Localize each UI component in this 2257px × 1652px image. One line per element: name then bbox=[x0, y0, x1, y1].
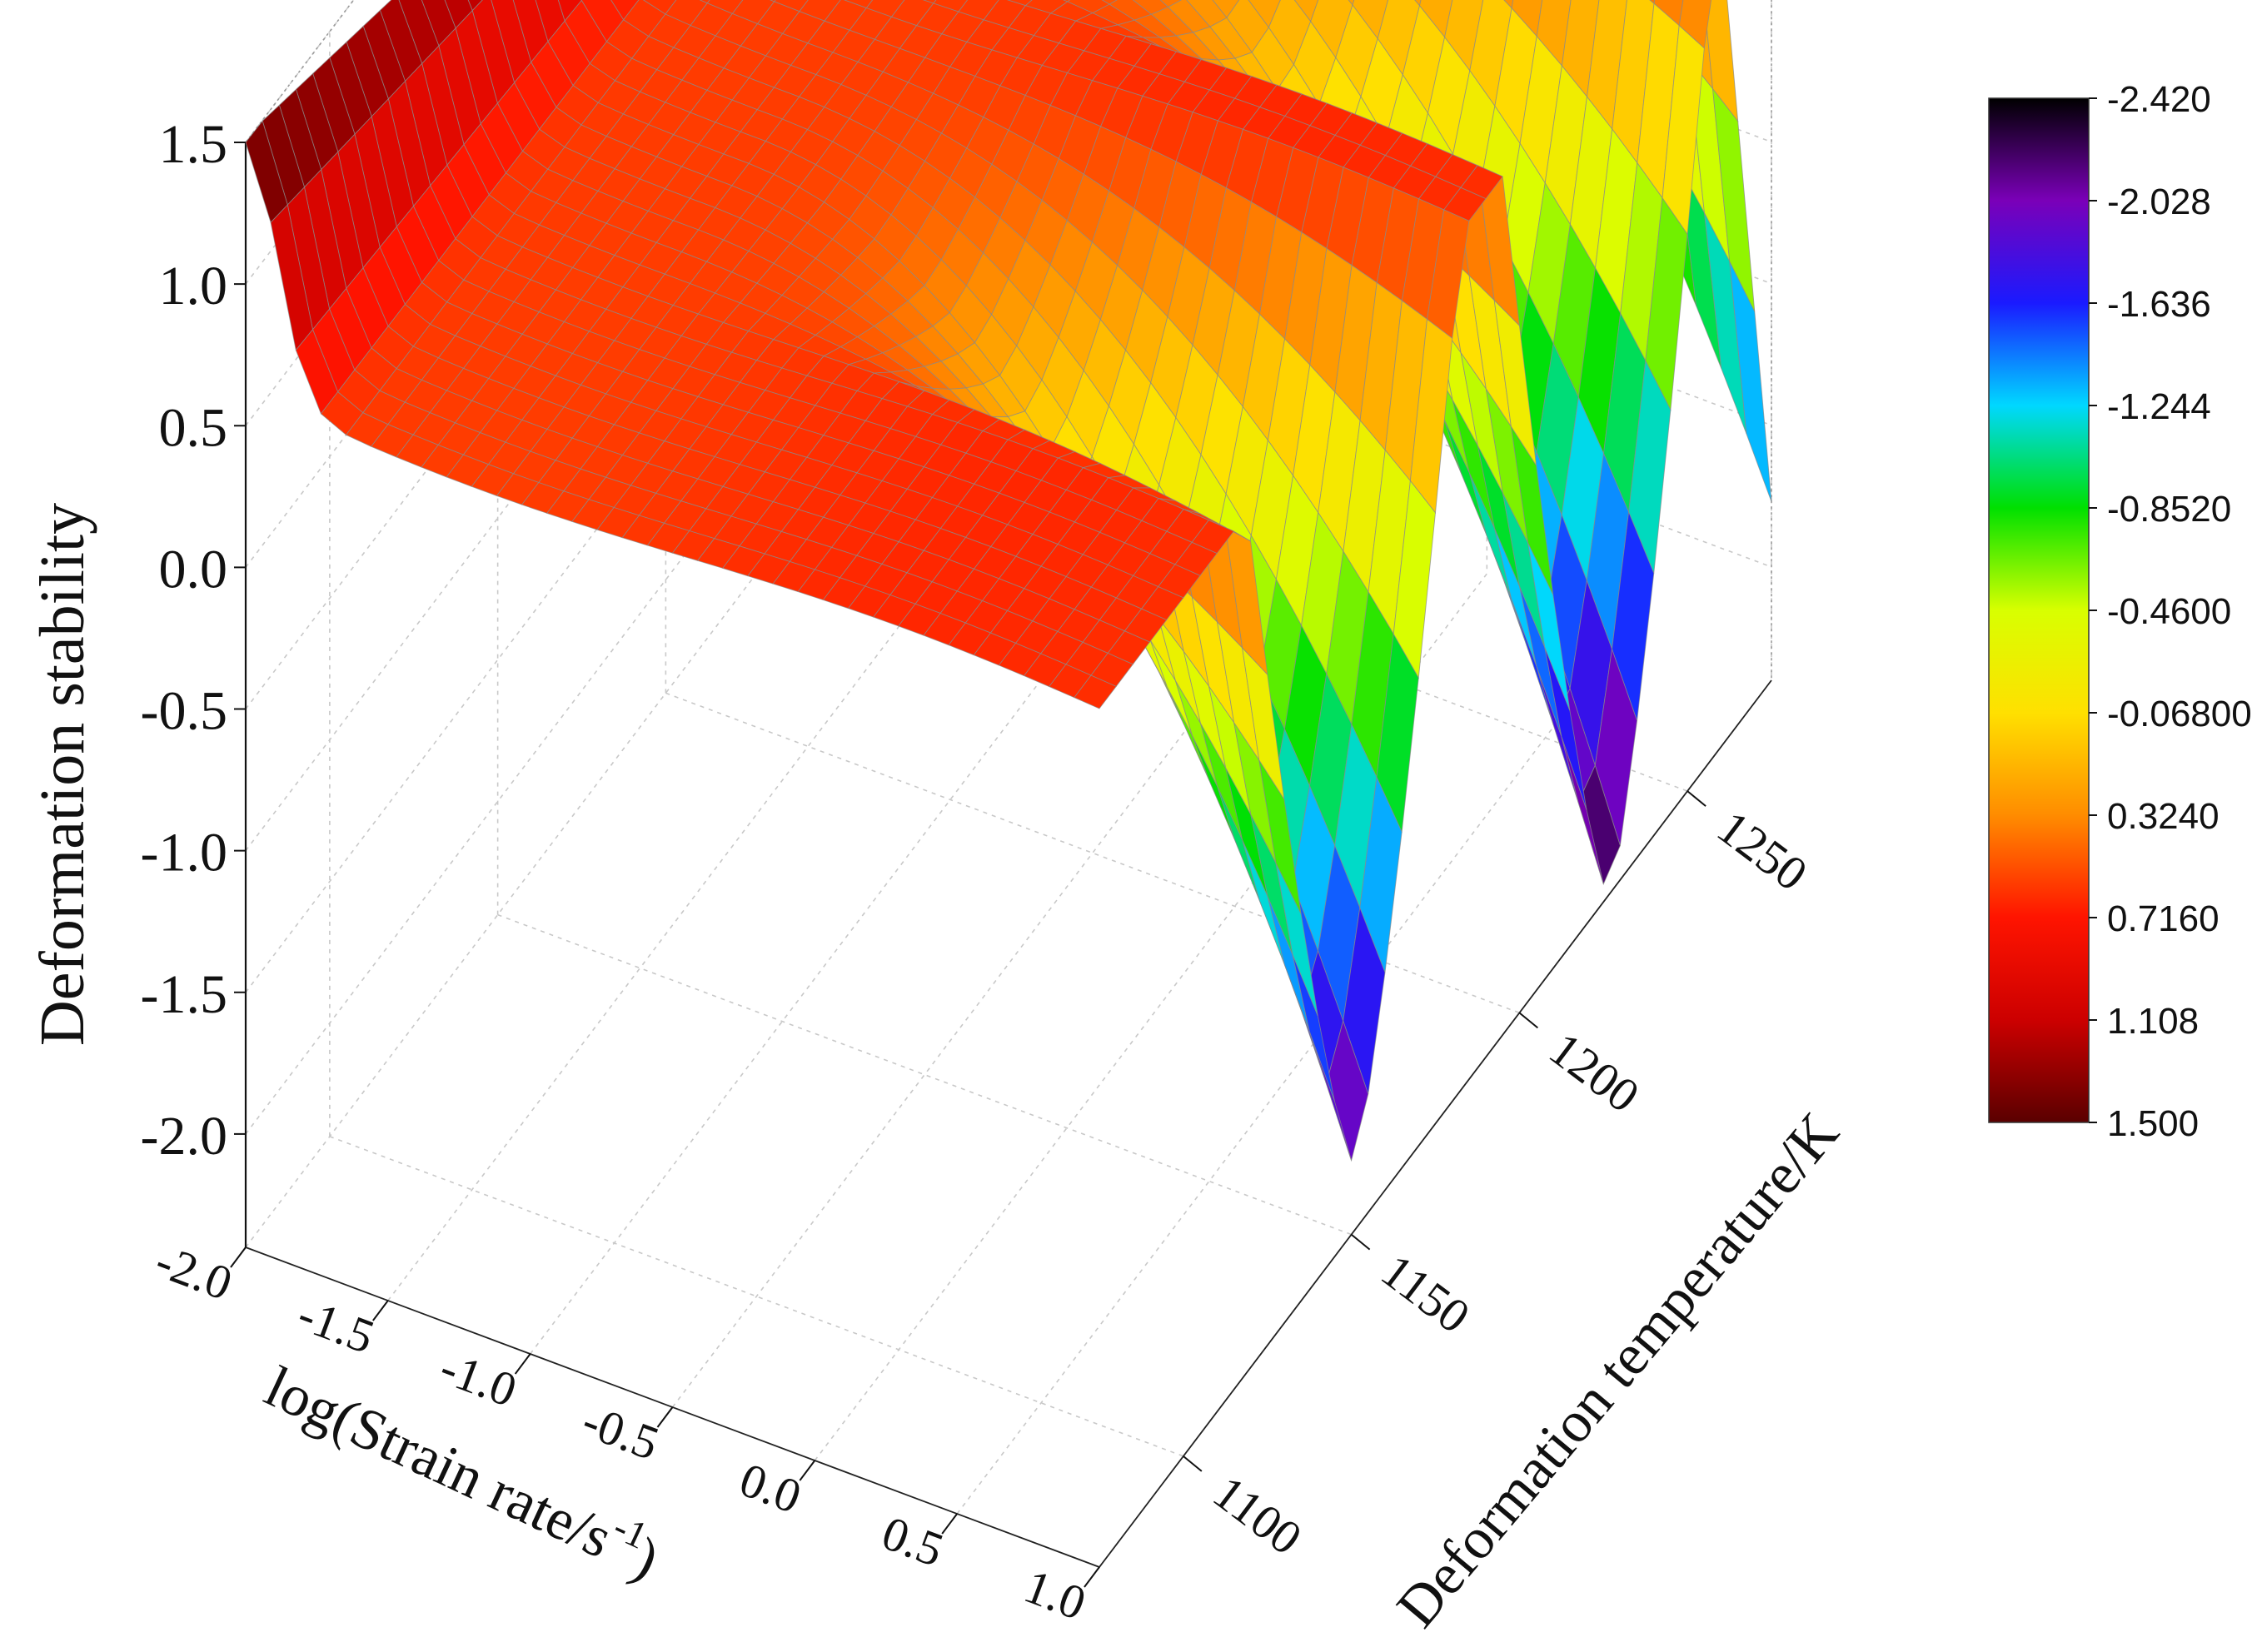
x-tick-label: -2.0 bbox=[148, 1233, 239, 1311]
colorbar-label: -0.06800 bbox=[2107, 694, 2252, 734]
surface-cell bbox=[1703, 0, 1739, 122]
colorbar-label: -0.8520 bbox=[2107, 489, 2231, 530]
y-tick-mark bbox=[1183, 1455, 1203, 1472]
colorbar-label: 0.7160 bbox=[2107, 898, 2220, 939]
x-tick-mark bbox=[799, 1460, 816, 1481]
colorbar-label: -2.028 bbox=[2107, 182, 2211, 222]
colorbar-label: 1.108 bbox=[2107, 1001, 2199, 1042]
colorbar-label: -1.244 bbox=[2107, 386, 2211, 427]
z-tick-label: 0.5 bbox=[159, 397, 228, 458]
x-tick-mark bbox=[514, 1353, 531, 1375]
z-axis-title: Deformation stability bbox=[27, 503, 97, 1046]
z-tick-label: 1.0 bbox=[159, 256, 228, 316]
z-tick-label: -0.5 bbox=[141, 681, 227, 742]
surface-cell bbox=[1159, 0, 1183, 8]
surface-cell bbox=[1074, 674, 1117, 709]
x-tick-mark bbox=[941, 1513, 958, 1535]
y-tick-mark bbox=[1350, 1233, 1371, 1251]
z-tick-label: -1.0 bbox=[141, 823, 227, 883]
z-tick-label: 0.0 bbox=[159, 539, 228, 600]
colorbar-label: 1.500 bbox=[2107, 1103, 2199, 1144]
colorbar-label: 0.3240 bbox=[2107, 796, 2220, 837]
x-tick-label: 0.5 bbox=[875, 1505, 951, 1577]
wall-frame bbox=[245, 0, 1772, 680]
colorbar-label: -0.4600 bbox=[2107, 591, 2231, 632]
x-tick-mark bbox=[656, 1406, 674, 1428]
x-tick-mark bbox=[372, 1300, 389, 1321]
x-tick-label: -1.0 bbox=[433, 1340, 524, 1417]
y-tick-label: 1250 bbox=[1707, 800, 1817, 902]
colorbar-label: -2.420 bbox=[2107, 79, 2211, 120]
x-tick-label: -1.5 bbox=[291, 1286, 381, 1364]
y-tick-mark bbox=[1518, 1012, 1539, 1029]
y-tick-label: 1200 bbox=[1540, 1022, 1650, 1123]
x-tick-label: -0.5 bbox=[575, 1393, 666, 1470]
y-gridline-floor bbox=[497, 913, 1352, 1236]
colorbar-label: -1.636 bbox=[2107, 284, 2211, 325]
colorbar-gradient bbox=[1988, 97, 2090, 1123]
y-tick-label: 1100 bbox=[1203, 1465, 1312, 1565]
surface-cell bbox=[1101, 0, 1118, 5]
y-tick-label: 1150 bbox=[1372, 1243, 1480, 1343]
surface-cell bbox=[467, 0, 483, 12]
x-tick-label: 1.0 bbox=[1018, 1559, 1094, 1630]
x-tick-mark bbox=[1084, 1566, 1100, 1588]
x-tick-label: 0.0 bbox=[733, 1452, 809, 1524]
y-tick-mark bbox=[1687, 790, 1706, 807]
z-tick-label: -2.0 bbox=[141, 1106, 227, 1167]
z-tick-label: -1.5 bbox=[141, 964, 227, 1025]
colorbar: -2.420 -2.028 -1.636 -1.244 -0.8520 -0.4600 -0… bbox=[1988, 79, 2252, 1144]
y-axis-title: Deformation temperature/K bbox=[1385, 1101, 1851, 1640]
z-tick-label: 1.5 bbox=[159, 114, 228, 175]
x-tick-mark bbox=[230, 1246, 247, 1268]
surface-mesh bbox=[245, 0, 1772, 1162]
